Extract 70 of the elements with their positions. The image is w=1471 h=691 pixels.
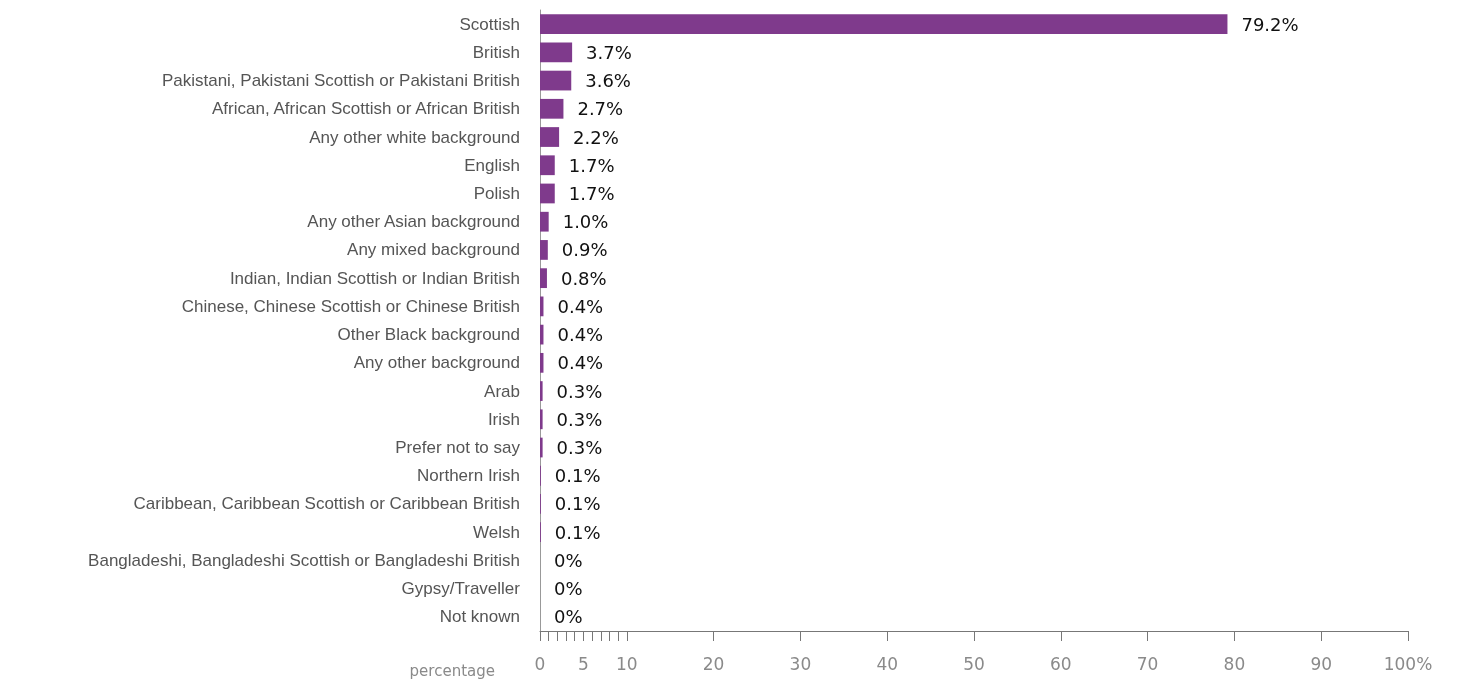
data-label: 3.7% — [586, 41, 632, 63]
y-tick-label: Northern Irish — [417, 466, 520, 486]
y-tick-label: British — [472, 42, 520, 62]
y-tick-label: Polish — [473, 183, 520, 203]
y-tick-label: Any mixed background — [347, 240, 520, 260]
bar — [540, 155, 555, 176]
data-label: 2.7% — [577, 98, 624, 120]
x-axis-title: percentage — [409, 661, 495, 680]
data-label: 0.4% — [557, 324, 604, 346]
data-label: 0.4% — [557, 295, 604, 317]
bar — [540, 381, 543, 401]
y-tick-label: Any other background — [353, 353, 520, 373]
x-tick-label: 20 — [702, 653, 725, 674]
data-label: 1.7% — [568, 182, 615, 204]
y-tick-label: Welsh — [473, 522, 520, 542]
data-label: 0% — [554, 549, 583, 571]
data-label: 0.9% — [561, 239, 608, 261]
bar — [540, 268, 547, 289]
bar — [540, 183, 555, 204]
data-label: 0.1% — [554, 493, 601, 515]
x-tick-label: 60 — [1049, 653, 1072, 674]
y-tick-label: Caribbean, Caribbean Scottish or Caribbean British — [133, 494, 520, 514]
y-tick-label: Irish — [487, 409, 520, 429]
data-label: 1.0% — [562, 211, 609, 233]
y-tick-label: Bangladeshi, Bangladeshi Scottish or Bangladeshi British — [88, 550, 520, 570]
data-label: 3.6% — [585, 70, 631, 92]
bar — [540, 42, 573, 63]
bar — [540, 240, 548, 260]
bar — [540, 127, 560, 147]
x-tick-label: 50 — [963, 653, 985, 674]
bar — [540, 98, 564, 119]
data-label: 2.2% — [573, 126, 619, 148]
bar — [540, 211, 549, 232]
x-tick-label: 30 — [789, 653, 812, 674]
data-label: 0.1% — [554, 465, 601, 487]
x-tick-label: 80 — [1223, 653, 1246, 674]
x-tick-label: 100% — [1383, 653, 1433, 674]
y-tick-label: Scottish — [459, 14, 520, 34]
data-label: 0.4% — [557, 352, 604, 374]
data-label: 1.7% — [568, 154, 615, 176]
y-tick-label: Chinese, Chinese Scottish or Chinese British — [181, 296, 520, 316]
bar — [540, 14, 1228, 34]
bar — [540, 437, 543, 458]
y-tick-label: African, African Scottish or African British — [211, 99, 520, 119]
y-tick-label: Indian, Indian Scottish or Indian British — [229, 268, 520, 288]
x-tick-label: 90 — [1310, 653, 1333, 674]
bar — [540, 70, 572, 91]
y-tick-label: Other Black background — [337, 325, 520, 345]
data-label: 79.2% — [1241, 13, 1299, 35]
x-tick-label: 5 — [577, 653, 589, 674]
bar — [540, 409, 543, 430]
data-label: 0.1% — [554, 521, 601, 543]
x-tick-label: 10 — [615, 653, 638, 674]
data-label: 0.3% — [556, 408, 603, 430]
data-label: 0% — [554, 606, 583, 628]
y-tick-label: Gypsy/Traveller — [401, 579, 521, 599]
data-label: 0% — [554, 578, 583, 600]
x-tick-label: 70 — [1136, 653, 1159, 674]
y-tick-label: Pakistani, Pakistani Scottish or Pakistani British — [161, 71, 520, 91]
x-tick-label: 40 — [876, 653, 899, 674]
data-label: 0.3% — [556, 380, 603, 402]
y-tick-label: English — [464, 155, 520, 175]
y-tick-label: Not known — [439, 607, 520, 627]
y-tick-label: Any other Asian background — [307, 212, 520, 232]
y-tick-label: Prefer not to say — [395, 438, 521, 458]
y-tick-label: Arab — [484, 381, 520, 401]
x-tick-label: 0 — [534, 653, 546, 674]
data-label: 0.3% — [556, 437, 603, 459]
y-tick-label: Any other white background — [309, 127, 520, 147]
data-label: 0.8% — [560, 267, 607, 289]
